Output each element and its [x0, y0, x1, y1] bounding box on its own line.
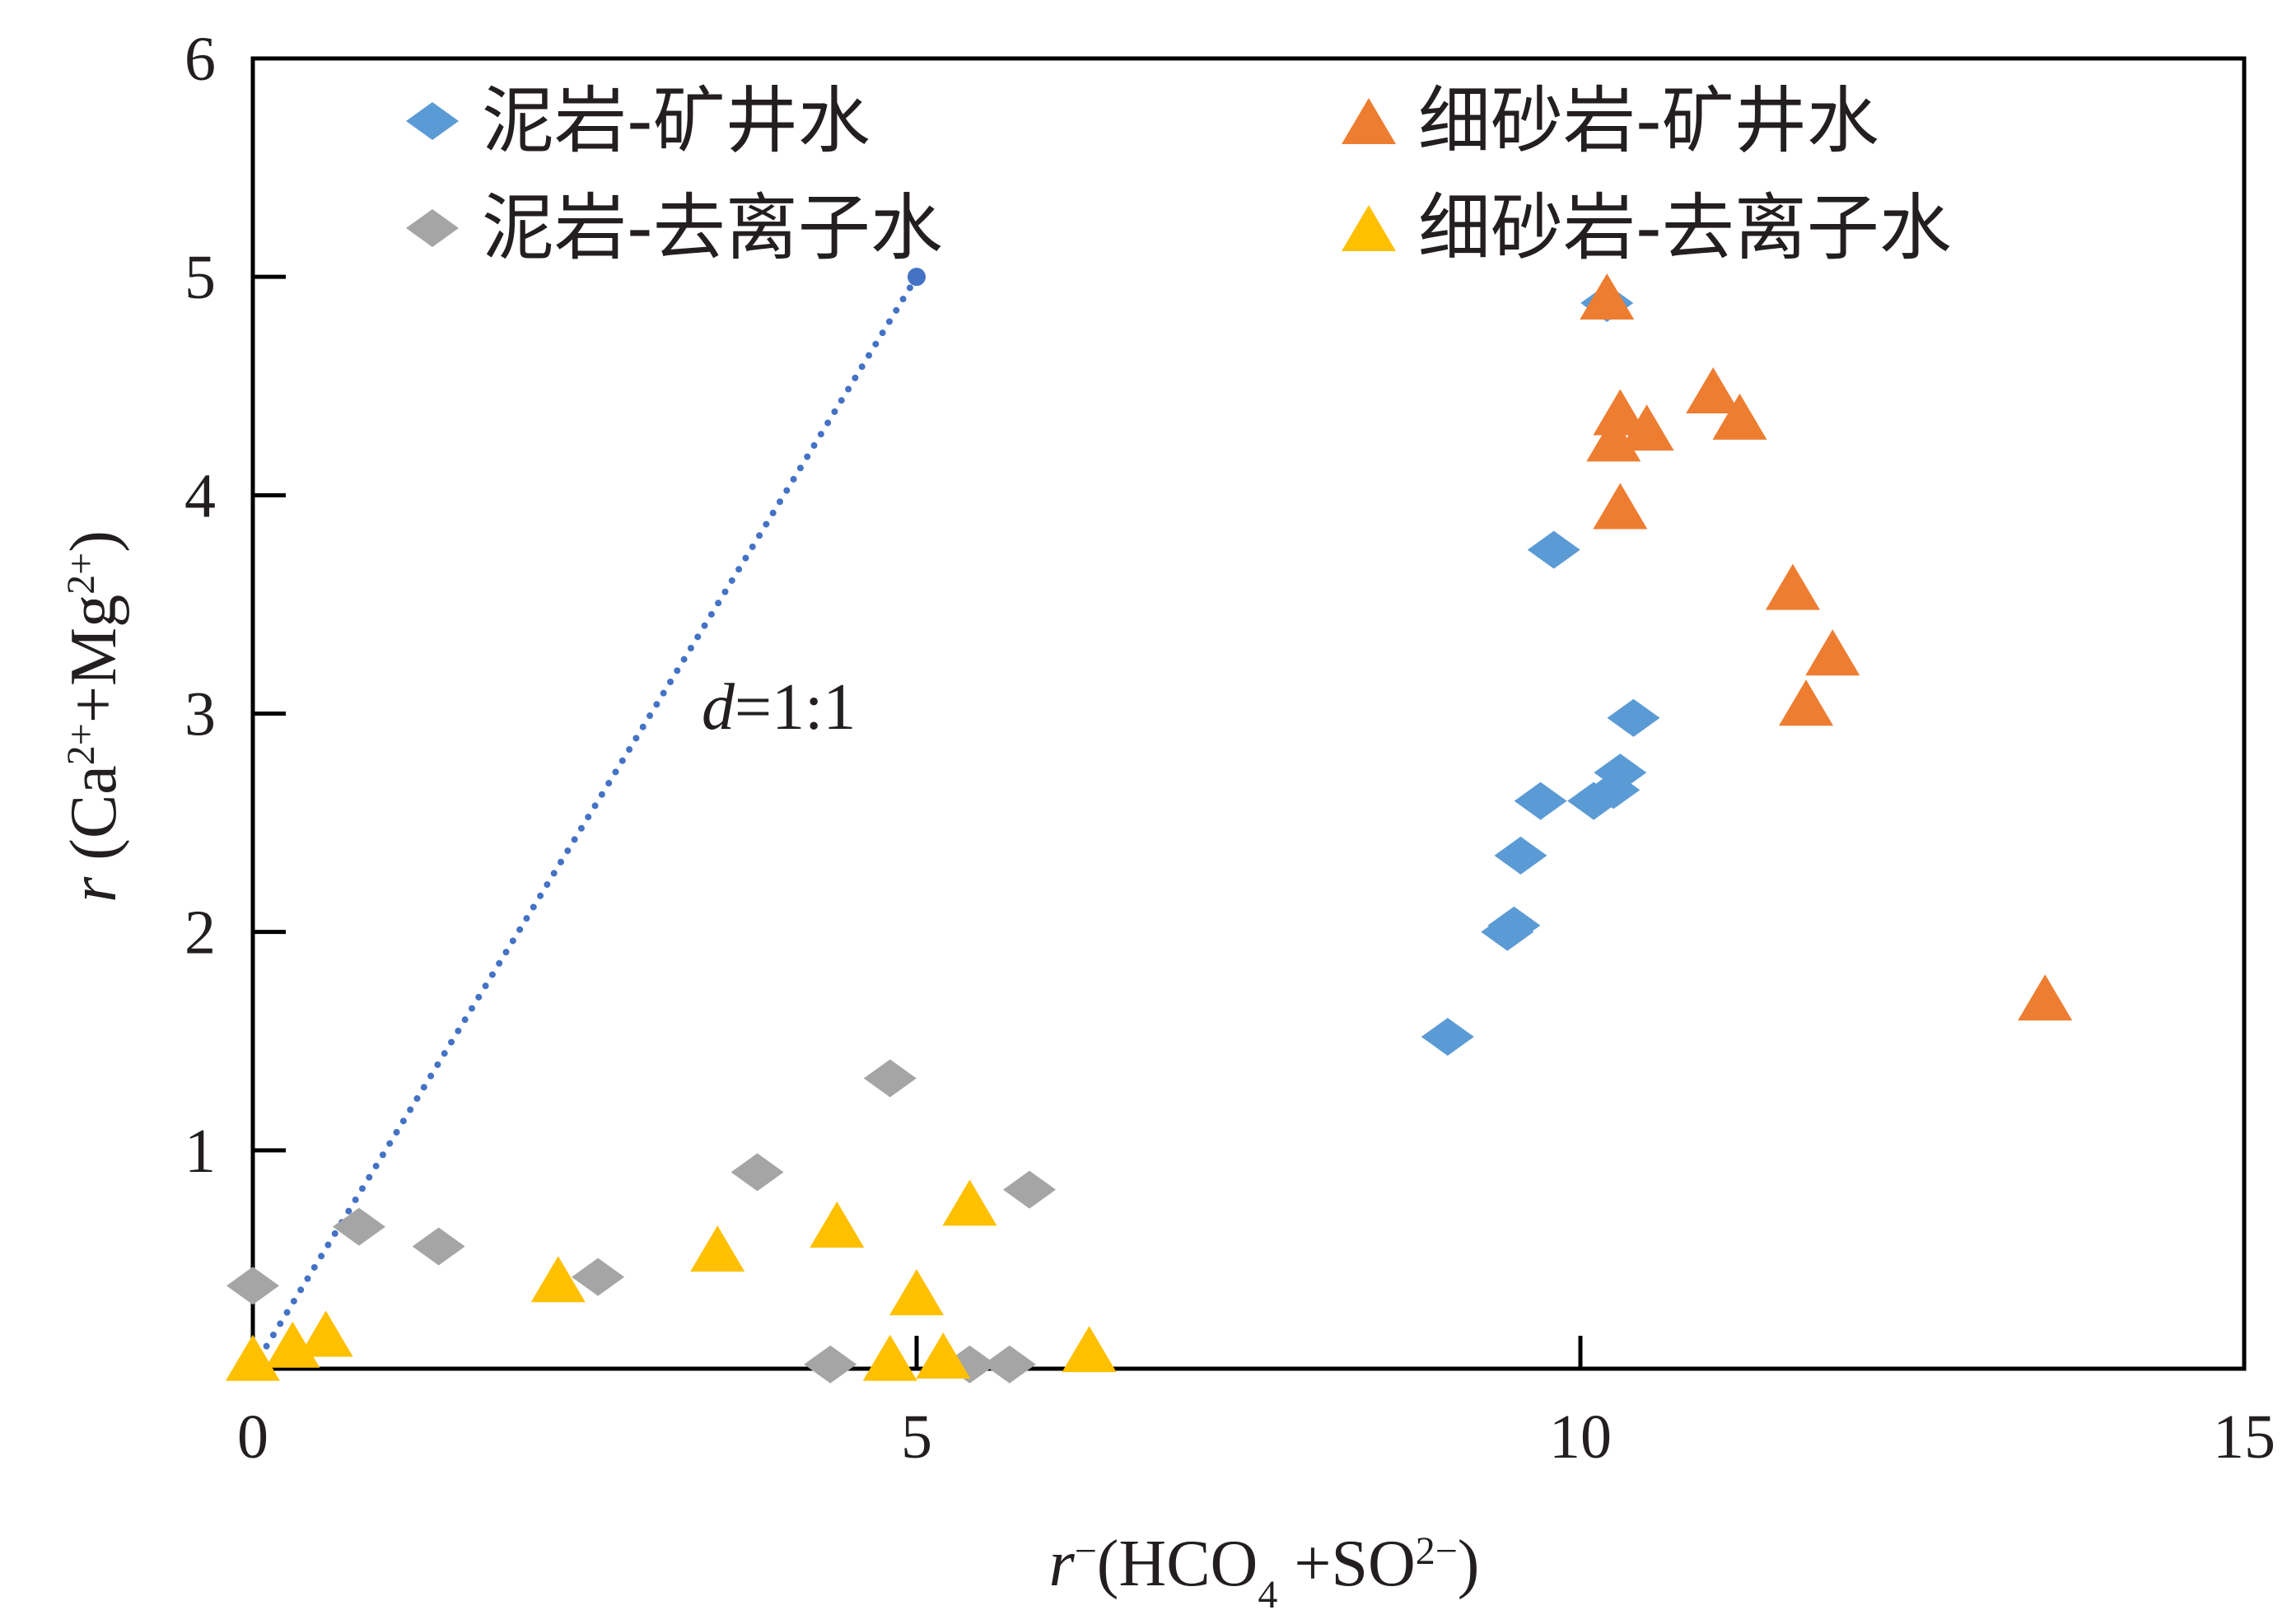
data-point-series-2 [572, 1258, 625, 1296]
data-point-series-3 [862, 1334, 917, 1381]
y-axis-label: r (Ca2++Mg2+) [58, 530, 130, 903]
data-point-series-0 [1514, 782, 1567, 820]
legend-marker-sandstone-mine-water [1342, 98, 1396, 144]
x-axis-label: r−(HCO4 +SO2−) [1049, 1528, 1480, 1617]
y-tick-label: 5 [184, 243, 216, 312]
data-point-series-2 [332, 1207, 385, 1246]
data-point-series-3 [298, 1310, 353, 1357]
x-label-prefix: r [1049, 1528, 1076, 1600]
reference-label-rest: =1:1 [735, 671, 856, 744]
data-point-series-1 [2018, 974, 2073, 1021]
legend-label-sandstone-mine-water: 细砂岩-矿井水 [1418, 78, 1879, 163]
data-point-series-3 [226, 1334, 280, 1381]
data-point-series-0 [1481, 912, 1534, 951]
data-point-series-1 [1805, 629, 1860, 676]
y-label-middle: (Ca [58, 765, 130, 877]
y-tick-label: 1 [184, 1117, 216, 1186]
data-point-series-3 [889, 1269, 944, 1316]
data-point-series-2 [412, 1227, 465, 1266]
x-label-sup2: 2− [1416, 1529, 1458, 1573]
reference-line-1-to-1 [244, 268, 926, 1378]
reference-line-end-dot [908, 268, 926, 287]
legend-label-sandstone-deionized-water: 细砂岩-去离子水 [1418, 185, 1952, 270]
data-point-series-1 [1686, 367, 1741, 414]
data-point-series-0 [1421, 1017, 1474, 1056]
y-tick-label: 3 [184, 680, 216, 749]
legend: 泥岩-矿井水 细砂岩-矿井水 泥岩-去离子水 细砂岩-去离子水 [406, 78, 1952, 270]
data-markers [226, 273, 2073, 1384]
data-point-series-1 [1580, 273, 1635, 320]
y-label-prefix: r [58, 876, 130, 903]
reference-line-path [250, 273, 920, 1372]
data-point-series-1 [1593, 389, 1648, 436]
y-tick-label: 6 [184, 25, 216, 94]
x-axis-ticks: 0 5 10 15 [237, 1336, 2275, 1472]
y-tick-label: 2 [184, 898, 216, 968]
data-point-series-3 [530, 1256, 586, 1303]
x-tick-label: 0 [237, 1402, 268, 1472]
y-label-suffix: ) [58, 530, 130, 553]
x-label-suffix: ) [1458, 1528, 1480, 1600]
data-point-series-1 [1619, 404, 1674, 451]
data-point-series-1 [1586, 415, 1641, 462]
x-label-sup1: − [1075, 1529, 1097, 1573]
data-point-series-1 [1593, 483, 1648, 530]
data-point-series-3 [810, 1201, 865, 1248]
reference-label-italic: d [702, 671, 735, 744]
data-point-series-2 [226, 1267, 279, 1305]
data-point-series-3 [942, 1179, 997, 1226]
data-point-series-2 [982, 1345, 1036, 1384]
x-label-middle: (HCO [1097, 1528, 1258, 1600]
data-point-series-2 [730, 1153, 784, 1192]
y-label-sup1: 2+ [59, 723, 103, 765]
legend-marker-mudstone-mine-water [406, 102, 459, 140]
data-point-series-1 [1765, 563, 1820, 610]
data-point-series-3 [916, 1332, 971, 1379]
y-label-sup2: 2+ [59, 553, 103, 595]
data-point-series-2 [804, 1345, 857, 1384]
x-tick-label: 5 [901, 1402, 932, 1472]
data-point-series-0 [1567, 782, 1621, 820]
legend-marker-mudstone-deionized-water [406, 209, 459, 247]
data-point-series-1 [1779, 679, 1834, 726]
legend-label-mudstone-deionized-water: 泥岩-去离子水 [482, 185, 943, 270]
x-tick-label: 10 [1549, 1402, 1612, 1472]
x-tick-label: 15 [2213, 1402, 2275, 1472]
data-point-series-3 [690, 1225, 745, 1272]
x-label-middle2: +SO [1277, 1528, 1415, 1600]
data-point-series-1 [1712, 393, 1767, 440]
legend-label-mudstone-mine-water: 泥岩-矿井水 [482, 78, 870, 163]
x-label-sub1: 4 [1258, 1573, 1277, 1617]
y-tick-label: 4 [184, 461, 216, 530]
y-axis-ticks: 1 2 3 4 5 6 [184, 25, 286, 1186]
data-point-series-0 [1527, 530, 1580, 569]
data-point-series-0 [1494, 836, 1547, 875]
data-point-series-3 [1062, 1326, 1117, 1373]
data-point-series-2 [863, 1059, 917, 1098]
legend-marker-sandstone-deionized-water [1342, 205, 1396, 251]
data-point-series-0 [1607, 698, 1660, 737]
data-point-series-2 [1003, 1170, 1057, 1209]
reference-line-label: d=1:1 [702, 671, 856, 744]
y-label-middle2: +Mg [58, 595, 130, 723]
